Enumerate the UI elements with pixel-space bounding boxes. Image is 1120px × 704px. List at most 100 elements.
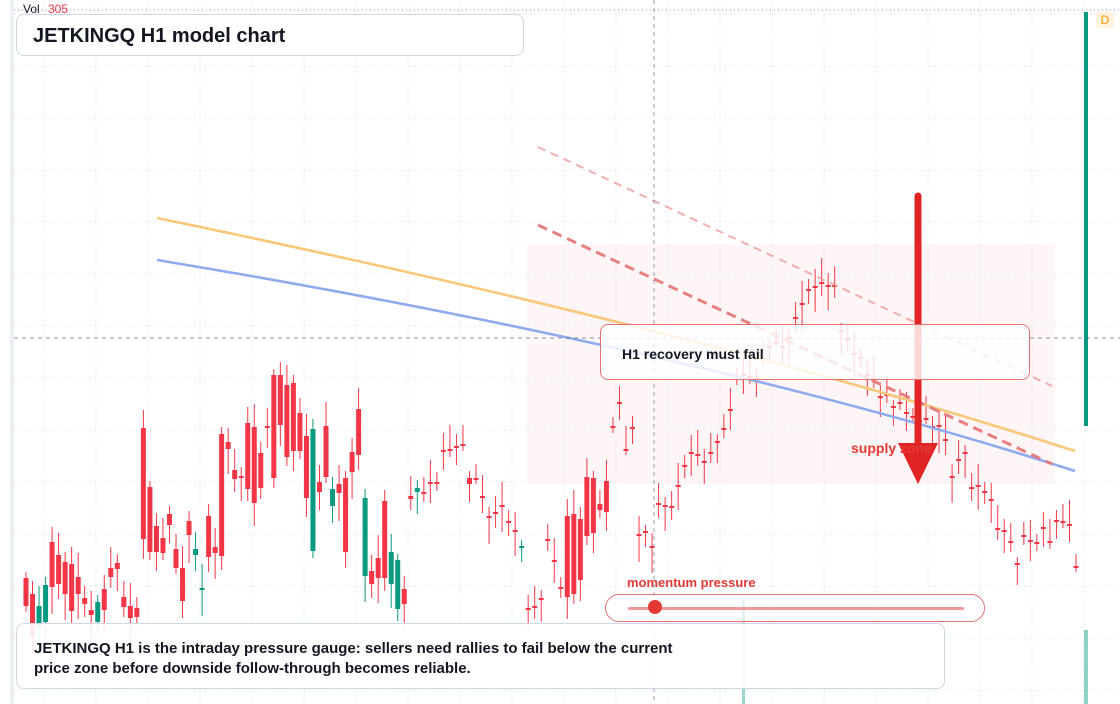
chart-title: JETKINGQ H1 model chart (33, 25, 286, 47)
momentum-gauge-knob (647, 600, 662, 614)
candle-body (186, 521, 192, 535)
candle-body (721, 428, 727, 430)
candle-body (375, 558, 381, 578)
candle-body (56, 555, 62, 584)
candle-body (43, 585, 49, 622)
candle-body (499, 505, 505, 507)
candle-body (232, 470, 238, 479)
candle-body (414, 488, 420, 492)
candle-body (356, 409, 362, 455)
candle-body (388, 552, 394, 584)
candle-body (812, 286, 818, 288)
candle-body (538, 598, 544, 600)
candle-body (519, 546, 525, 548)
recovery-callout-text: H1 recovery must fail (622, 346, 764, 362)
candle-body (564, 516, 570, 597)
recovery-callout: H1 recovery must fail (600, 324, 1030, 380)
volume-bar (1084, 12, 1088, 426)
candle-body (616, 402, 622, 404)
candle-body (675, 485, 681, 487)
momentum-gauge (605, 594, 985, 622)
candle-body (714, 441, 720, 443)
candle-body (597, 504, 603, 510)
candle-body (1053, 520, 1059, 522)
candle-body (349, 452, 355, 472)
candle-body (382, 501, 388, 578)
candle-body (988, 499, 994, 501)
candle-body (62, 562, 68, 594)
candle-body (525, 608, 531, 610)
candle-body (421, 492, 427, 494)
candle-body (284, 385, 290, 457)
candle-body (903, 412, 909, 414)
candle-body (1008, 541, 1014, 543)
candle-body (943, 439, 949, 441)
candle-body (636, 534, 642, 536)
candle-body (297, 413, 303, 451)
candle-body (245, 423, 251, 489)
candle-body (206, 516, 212, 557)
candle-body (460, 444, 466, 446)
candle-body (114, 563, 120, 569)
candle-body (662, 505, 668, 507)
candle-body (701, 461, 707, 463)
candle-body (212, 547, 218, 553)
candle-body (480, 496, 486, 498)
candle-body (277, 375, 283, 425)
volume-bar (1084, 630, 1088, 704)
chart-title-box: JETKINGQ H1 model chart (16, 14, 524, 56)
candle-body (395, 560, 401, 609)
candle-body (264, 426, 270, 428)
candle-body (1001, 530, 1007, 532)
candle-body (1034, 542, 1040, 544)
candle-body (290, 383, 296, 451)
candle-body (447, 449, 453, 451)
left-scale-strip (10, 0, 14, 704)
candle-body (486, 516, 492, 518)
candle-body (401, 589, 407, 604)
candle-body (1014, 563, 1020, 565)
momentum-gauge-track (628, 607, 964, 610)
candle-body (1021, 535, 1027, 537)
candle-body (362, 498, 368, 576)
candle-body (890, 406, 896, 408)
analysis-note: JETKINGQ H1 is the intraday pressure gau… (34, 640, 673, 677)
candle-body (623, 449, 629, 451)
analysis-note-box: JETKINGQ H1 is the intraday pressure gau… (16, 623, 945, 689)
candle-body (877, 396, 883, 398)
candle-body (603, 481, 609, 512)
candle-body (1066, 524, 1072, 526)
candle-body (682, 465, 688, 467)
candle-body (180, 568, 186, 601)
candle-body (36, 606, 42, 626)
candle-body (936, 425, 942, 427)
candle-body (688, 452, 694, 454)
candle-body (1060, 521, 1066, 523)
candle-body (799, 303, 805, 305)
candle-body (1040, 527, 1046, 529)
candle-body (75, 577, 81, 594)
candle-body (147, 487, 153, 552)
candle-body (1047, 541, 1053, 543)
candle-body (512, 530, 518, 532)
candle-body (975, 485, 981, 487)
timeframe-badge[interactable]: D (1096, 12, 1114, 28)
candle-body (1073, 566, 1079, 568)
candle-body (962, 452, 968, 454)
candle-body (466, 478, 472, 484)
candle-body (193, 549, 199, 555)
candle-body (727, 409, 733, 411)
candle-body (995, 528, 1001, 530)
candle-body (166, 514, 172, 525)
candle-body (649, 546, 655, 548)
candle-body (323, 426, 329, 477)
volume-label: Vol (23, 2, 40, 16)
candle-body (140, 428, 146, 539)
candle-body (82, 598, 88, 604)
candle-body (923, 418, 929, 420)
supply-zone-label: supply zone (851, 440, 932, 456)
candle-body (910, 416, 916, 418)
candle-body (427, 482, 433, 484)
candle-body (199, 588, 205, 590)
candle-body (251, 427, 257, 503)
